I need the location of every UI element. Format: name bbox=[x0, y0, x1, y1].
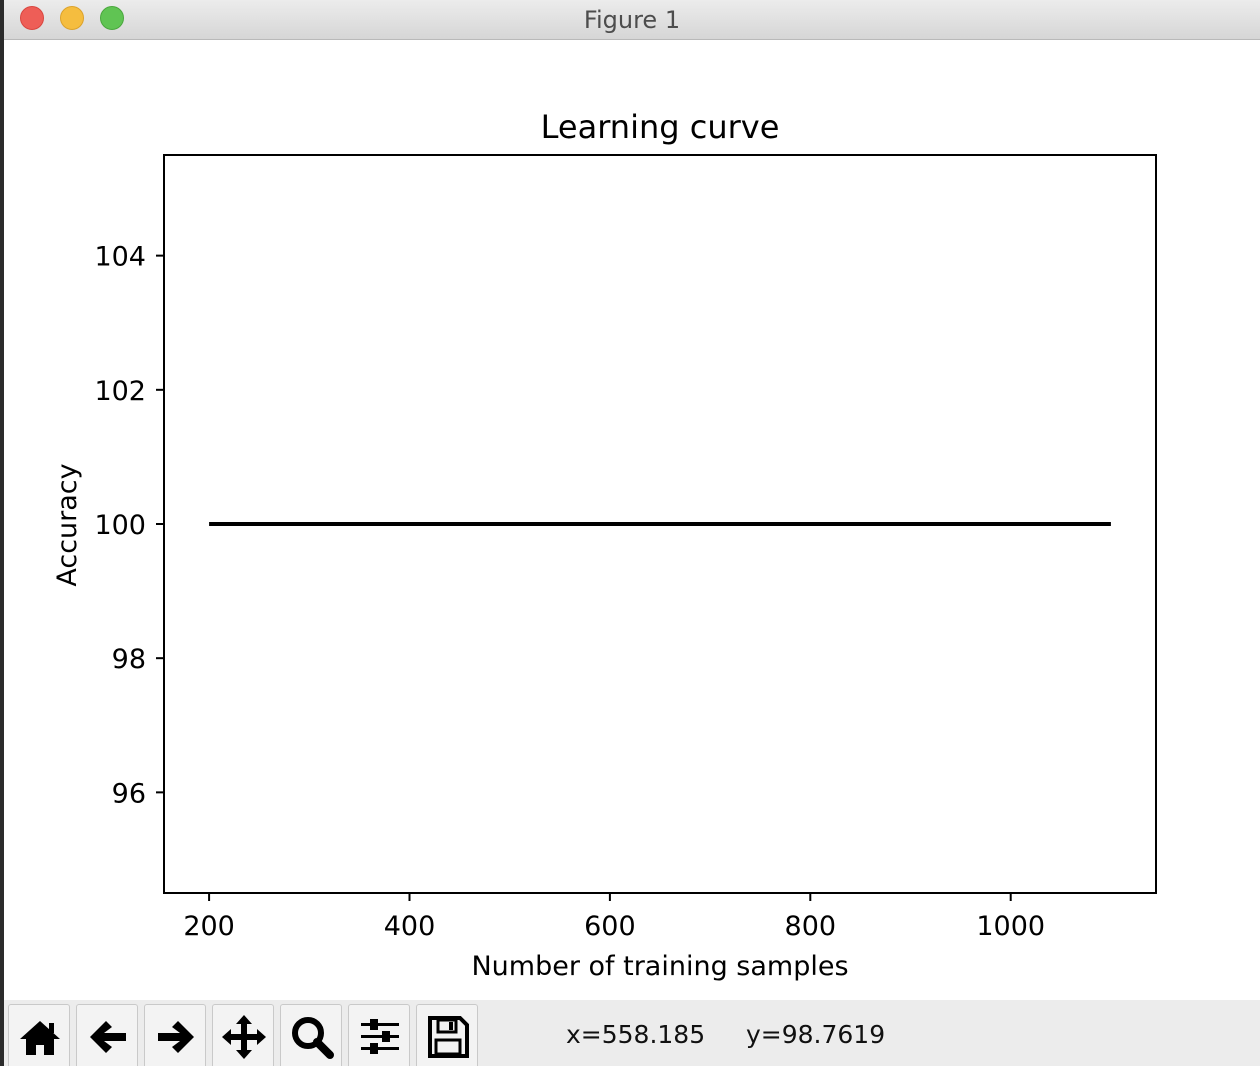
chart-title: Learning curve bbox=[541, 108, 780, 146]
y-tick-label: 104 bbox=[94, 242, 146, 273]
forward-button[interactable] bbox=[144, 1004, 206, 1066]
close-window-button[interactable] bbox=[20, 6, 44, 30]
figure-canvas[interactable]: Learning curve Number of training sample… bbox=[4, 40, 1260, 1000]
plot-area-frame bbox=[163, 154, 1157, 894]
home-button[interactable] bbox=[8, 1004, 70, 1066]
title-bar[interactable]: Figure 1 bbox=[4, 0, 1260, 40]
y-tick-label: 100 bbox=[94, 510, 146, 541]
arrow-right-icon bbox=[158, 1021, 194, 1053]
figure-window: Figure 1 Learning curve Number of traini… bbox=[4, 0, 1260, 1066]
x-tick-label: 1000 bbox=[976, 911, 1045, 942]
magnifier-icon bbox=[292, 1017, 334, 1059]
home-icon bbox=[20, 1021, 60, 1055]
maximize-window-button[interactable] bbox=[100, 6, 124, 30]
floppy-disk-icon bbox=[428, 1016, 469, 1058]
navigation-toolbar: x=558.185 y=98.7619 bbox=[4, 1000, 1260, 1066]
x-tick-label: 800 bbox=[785, 911, 837, 942]
y-axis-label: Accuracy bbox=[52, 463, 83, 586]
x-coordinate-readout: x=558.185 bbox=[566, 1020, 706, 1049]
minimize-window-button[interactable] bbox=[60, 6, 84, 30]
y-tick-label: 96 bbox=[112, 778, 146, 809]
pan-button[interactable] bbox=[212, 1004, 274, 1066]
zoom-button[interactable] bbox=[280, 1004, 342, 1066]
back-button[interactable] bbox=[76, 1004, 138, 1066]
line-chart: Learning curve Number of training sample… bbox=[52, 108, 1157, 982]
save-button[interactable] bbox=[416, 1004, 478, 1066]
y-tick-label: 98 bbox=[112, 644, 146, 675]
arrow-left-icon bbox=[90, 1021, 126, 1053]
x-axis-label: Number of training samples bbox=[471, 951, 848, 982]
y-tick-label: 102 bbox=[94, 376, 146, 407]
x-tick-label: 400 bbox=[384, 911, 436, 942]
axis-ticks: 200 400 600 800 1000 96 98 100 102 104 bbox=[94, 242, 1045, 942]
y-coordinate-readout: y=98.7619 bbox=[746, 1020, 886, 1049]
sliders-icon bbox=[361, 1019, 399, 1054]
configure-subplots-button[interactable] bbox=[348, 1004, 410, 1066]
move-icon bbox=[222, 1015, 266, 1059]
x-tick-label: 200 bbox=[183, 911, 235, 942]
x-tick-label: 600 bbox=[584, 911, 636, 942]
window-title: Figure 1 bbox=[583, 6, 681, 34]
